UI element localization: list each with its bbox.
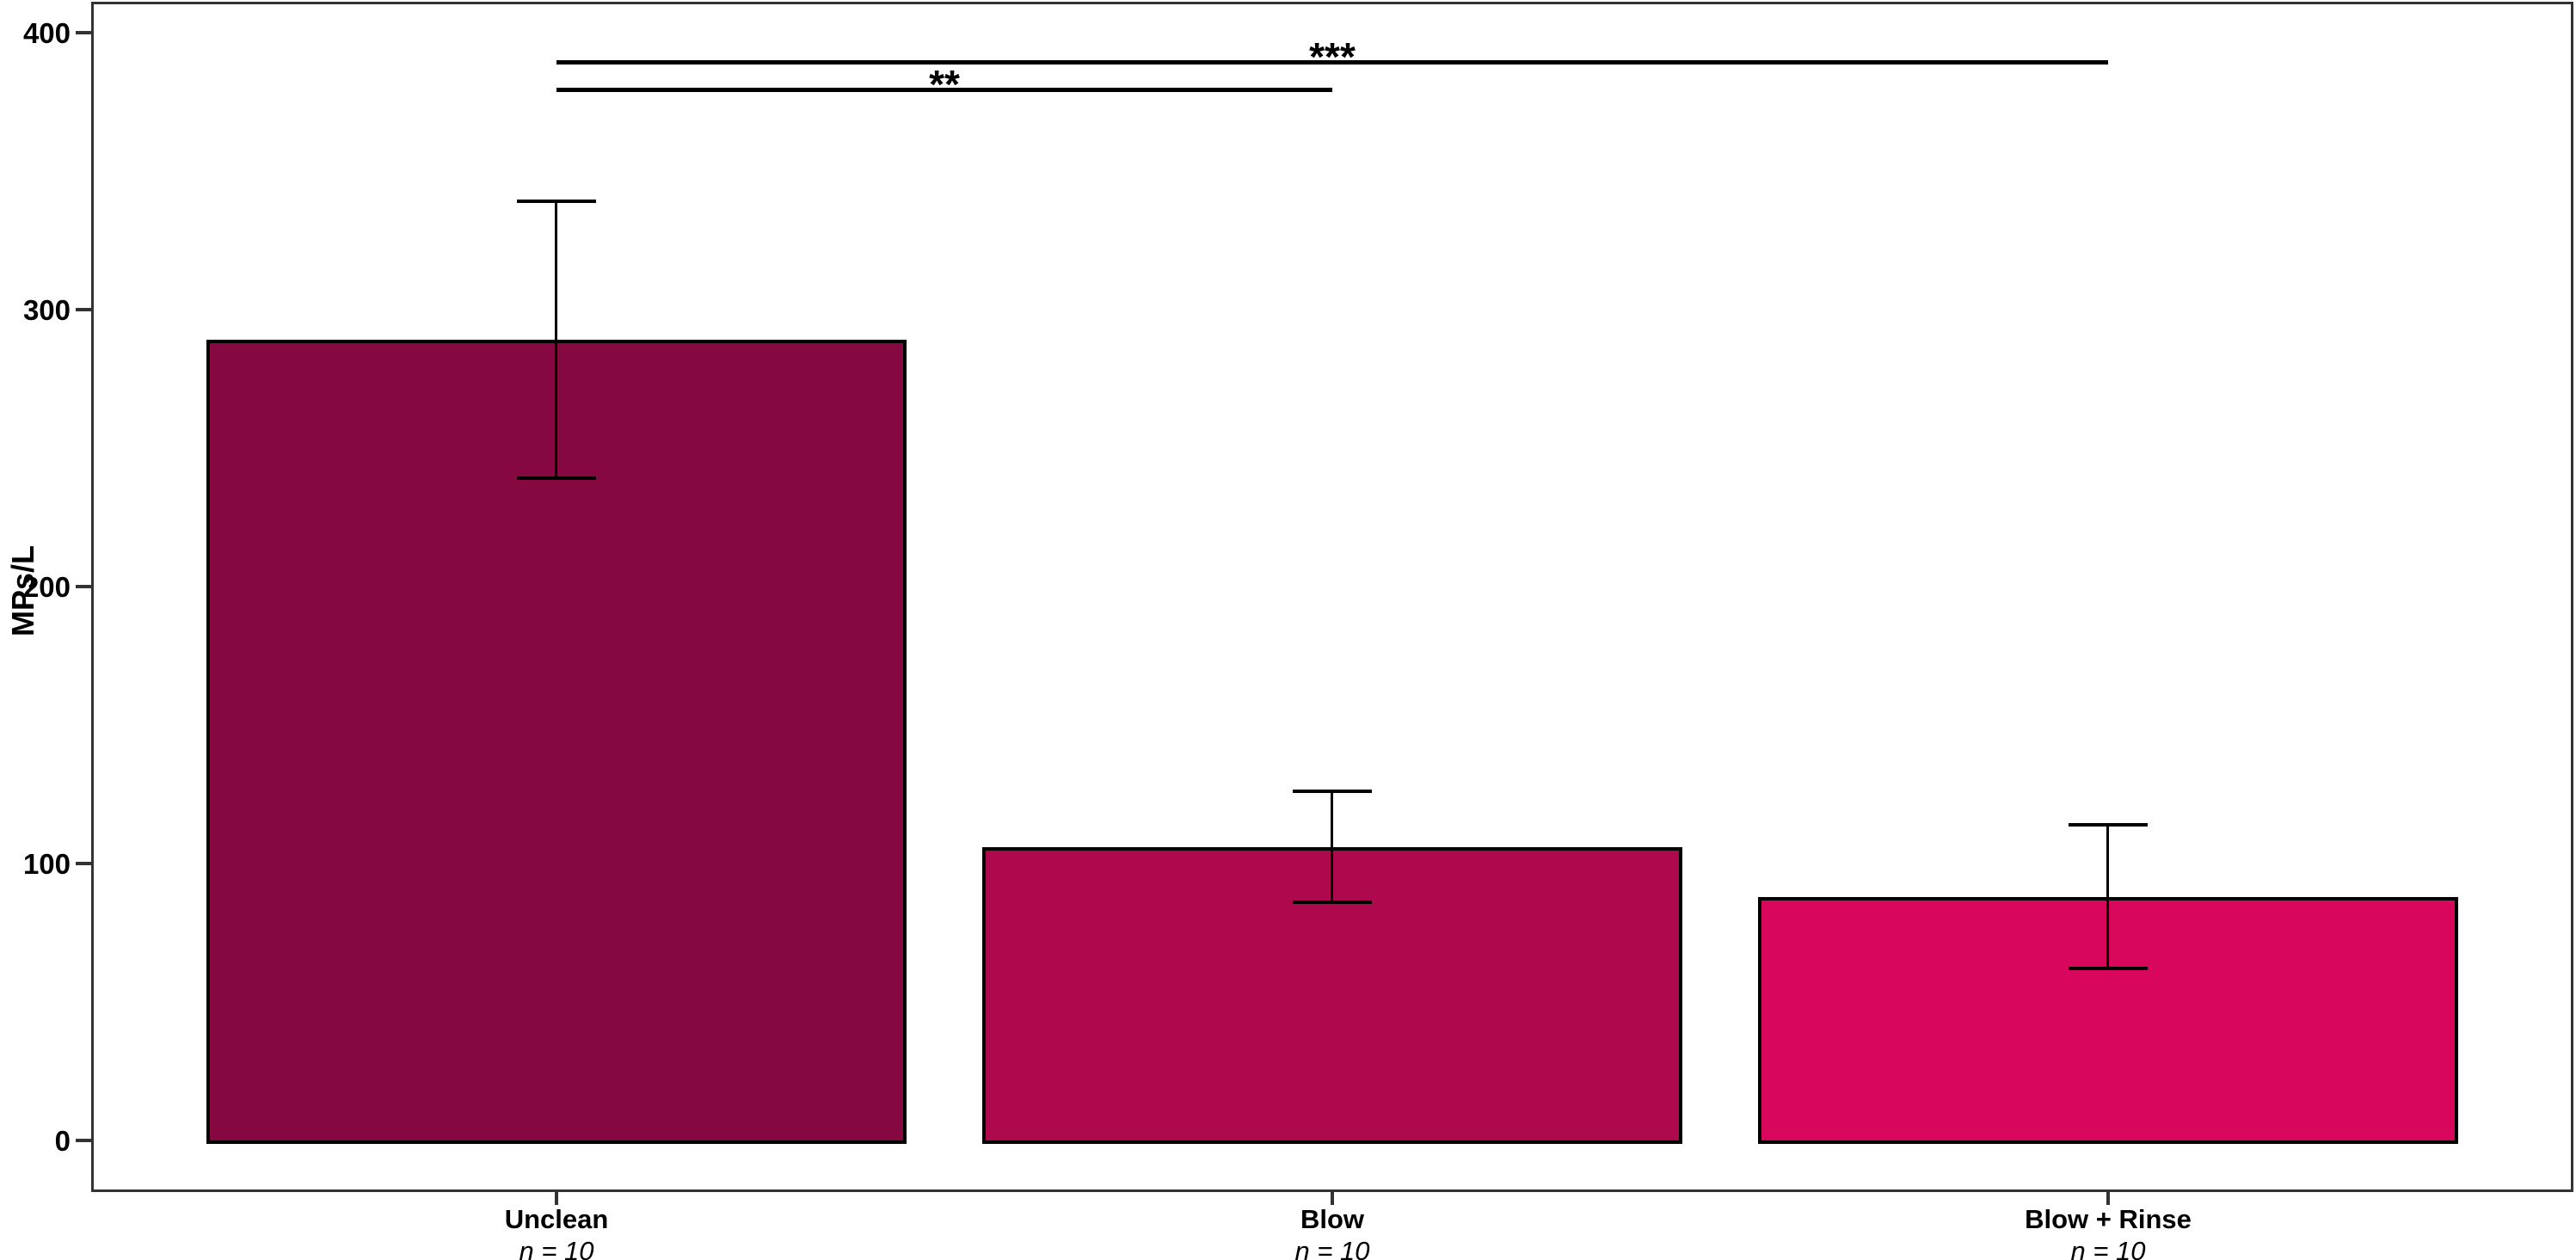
- error-bar: [2106, 824, 2109, 969]
- error-bar: [1331, 791, 1333, 903]
- x-n-label: n = 10: [2070, 1236, 2146, 1260]
- significance-stars: ***: [1309, 34, 1356, 80]
- x-tick: [1331, 1192, 1334, 1205]
- y-tick: [76, 308, 91, 311]
- x-category-label: Blow + Rinse: [2025, 1204, 2192, 1234]
- error-bar: [555, 201, 557, 479]
- y-tick: [76, 585, 91, 588]
- error-bar-cap-bottom: [1293, 900, 1372, 905]
- error-bar-cap-top: [1293, 790, 1372, 794]
- error-bar-cap-bottom: [517, 476, 596, 481]
- y-tick-label: 400: [22, 17, 71, 49]
- y-tick: [76, 31, 91, 34]
- y-tick-label: 200: [22, 571, 71, 603]
- x-category-label: Blow: [1300, 1204, 1365, 1234]
- error-bar-cap-top: [2069, 822, 2148, 827]
- x-n-label: n = 10: [519, 1236, 594, 1260]
- y-tick-label: 100: [22, 848, 71, 880]
- y-tick: [76, 1139, 91, 1142]
- significance-stars: **: [929, 62, 960, 108]
- error-bar-cap-top: [517, 200, 596, 204]
- x-tick: [555, 1192, 558, 1205]
- significance-line: [556, 60, 2108, 65]
- significance-line: [556, 88, 1332, 93]
- x-category-label: Unclean: [504, 1204, 609, 1234]
- y-tick-label: 300: [22, 294, 71, 326]
- error-bar-cap-bottom: [2069, 967, 2148, 971]
- x-tick: [2106, 1192, 2110, 1205]
- y-tick-label: 0: [54, 1125, 71, 1157]
- bar-blow: [982, 846, 1682, 1144]
- x-n-label: n = 10: [1294, 1236, 1370, 1260]
- y-tick: [76, 862, 91, 865]
